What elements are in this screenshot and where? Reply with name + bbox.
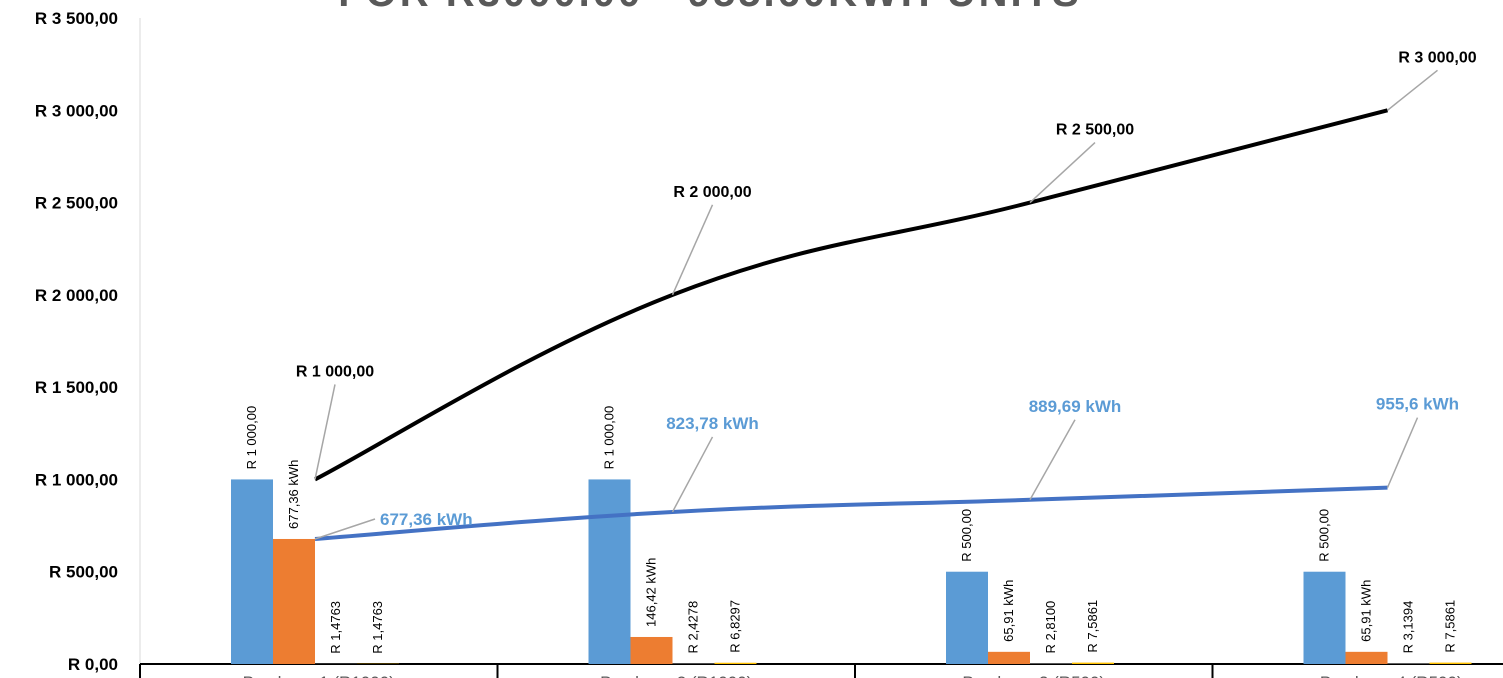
bars — [231, 479, 1472, 664]
bar — [588, 479, 631, 664]
bar-data-label: 146,42 kWh — [644, 558, 659, 627]
y-tick-label: R 0,00 — [68, 655, 118, 674]
series-line — [314, 108, 1388, 482]
bar — [1072, 662, 1114, 664]
bar — [231, 479, 273, 664]
bar-data-label: 677,36 kWh — [286, 460, 301, 529]
bar-data-label: R 1,4763 — [328, 601, 343, 654]
line-data-label: R 2 500,00 — [1056, 122, 1134, 139]
bar — [1030, 663, 1072, 664]
line-data-label: R 1 000,00 — [296, 363, 374, 380]
leader-line — [1029, 142, 1096, 204]
bar — [630, 636, 673, 664]
bar-data-label: R 2,4278 — [686, 601, 701, 654]
bar-data-label: R 7,5861 — [1085, 600, 1100, 653]
line-data-label: R 3 000,00 — [1398, 49, 1476, 66]
series-line — [314, 485, 1388, 541]
bar — [946, 571, 988, 664]
line-data-label: 677,36 kWh — [380, 510, 473, 529]
y-tick-label: R 500,00 — [49, 563, 118, 582]
bar-data-label: R 1 000,00 — [602, 406, 617, 470]
bar-data-label: R 1,4763 — [370, 601, 385, 654]
leader-line — [671, 436, 714, 513]
y-tick-label: R 1 500,00 — [35, 378, 118, 397]
bar — [1429, 662, 1472, 664]
line-data-label: R 2 000,00 — [673, 184, 751, 201]
bar-data-label: R 1 000,00 — [244, 406, 259, 470]
leader-line — [1387, 69, 1438, 111]
data-labels: R 1 000,00 R 1 000,00 R 500,00 R 500,00 677,… — [244, 49, 1477, 653]
bar-data-label: 65,91 kWh — [1359, 580, 1374, 642]
bar — [988, 651, 1030, 664]
y-tick-label: R 3 500,00 — [35, 9, 118, 28]
line-data-label: 823,78 kWh — [666, 414, 759, 433]
leader-line — [1386, 417, 1419, 488]
leader-line — [1029, 419, 1076, 501]
y-tick-label: R 3 000,00 — [35, 101, 118, 120]
line-data-label: 889,69 kWh — [1029, 397, 1122, 416]
bar-data-label: 65,91 kWh — [1001, 580, 1016, 642]
y-axis: R 0,00 R 500,00 R 1 000,00 R 1 500,00 R 2 00… — [35, 9, 141, 674]
leader-line — [671, 204, 714, 296]
bar — [273, 538, 315, 664]
bar-data-label: R 7,5861 — [1443, 600, 1458, 653]
bar-data-label: R 500,00 — [959, 509, 974, 562]
line-data-label: 955,6 kWh — [1376, 395, 1459, 414]
bar-data-label: R 2,8100 — [1043, 601, 1058, 654]
bar-data-label: R 6,8297 — [728, 600, 743, 653]
bar — [1303, 571, 1346, 664]
y-tick-label: R 2 500,00 — [35, 194, 118, 213]
leader-line — [314, 384, 336, 480]
bar — [1345, 651, 1388, 664]
y-tick-label: R 1 000,00 — [35, 470, 118, 489]
y-tick-label: R 2 000,00 — [35, 286, 118, 305]
series-lines — [314, 108, 1388, 541]
bar-data-label: R 3,1394 — [1401, 601, 1416, 654]
leader-line — [314, 518, 376, 540]
bar — [714, 662, 757, 664]
bar-data-label: R 500,00 — [1317, 509, 1332, 562]
bar — [1387, 663, 1430, 664]
